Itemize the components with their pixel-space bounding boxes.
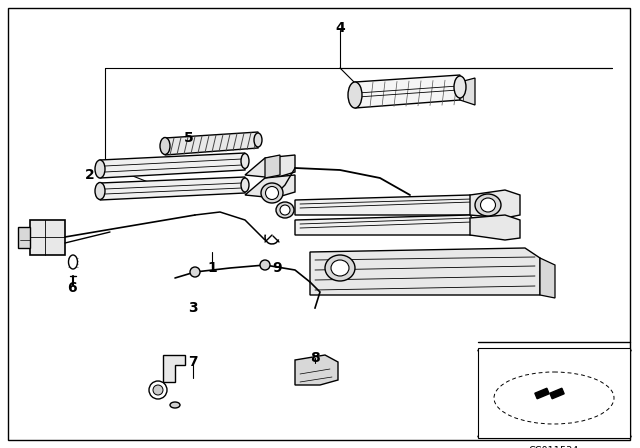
Ellipse shape [170,402,180,408]
Ellipse shape [481,198,495,212]
Ellipse shape [266,186,278,199]
Polygon shape [100,177,245,200]
Polygon shape [295,195,475,215]
Polygon shape [295,215,475,235]
Polygon shape [460,78,475,105]
Ellipse shape [68,255,77,269]
Text: 2: 2 [85,168,95,182]
Polygon shape [540,258,555,298]
Polygon shape [245,155,295,178]
Circle shape [149,381,167,399]
Text: 4: 4 [335,21,345,35]
Polygon shape [165,132,258,155]
Text: CC011534: CC011534 [529,446,579,448]
Polygon shape [30,220,65,255]
Ellipse shape [331,260,349,276]
Polygon shape [470,190,520,218]
Polygon shape [100,153,245,178]
Text: 8: 8 [310,351,320,365]
Text: 1: 1 [207,261,217,275]
Polygon shape [163,355,185,382]
Ellipse shape [475,194,501,216]
Circle shape [190,267,200,277]
Ellipse shape [241,178,249,192]
Polygon shape [245,175,295,198]
Circle shape [260,260,270,270]
Ellipse shape [95,182,105,199]
Polygon shape [265,155,280,178]
Ellipse shape [348,82,362,108]
Text: 7: 7 [188,355,198,369]
Ellipse shape [280,205,290,215]
Text: 6: 6 [67,281,77,295]
Polygon shape [310,248,540,295]
Text: 5: 5 [184,131,194,145]
Polygon shape [470,215,520,240]
FancyArrow shape [550,388,564,399]
Text: 3: 3 [188,301,198,315]
Text: 9: 9 [272,261,282,275]
Polygon shape [355,75,460,108]
Ellipse shape [160,138,170,155]
Polygon shape [295,355,338,385]
Polygon shape [18,227,30,248]
Ellipse shape [95,160,105,178]
Circle shape [153,385,163,395]
FancyArrow shape [535,388,549,399]
Ellipse shape [241,154,249,168]
Ellipse shape [261,183,283,203]
Ellipse shape [276,202,294,218]
Bar [478,348,630,438]
Ellipse shape [325,255,355,281]
Ellipse shape [254,133,262,147]
Ellipse shape [454,76,466,98]
